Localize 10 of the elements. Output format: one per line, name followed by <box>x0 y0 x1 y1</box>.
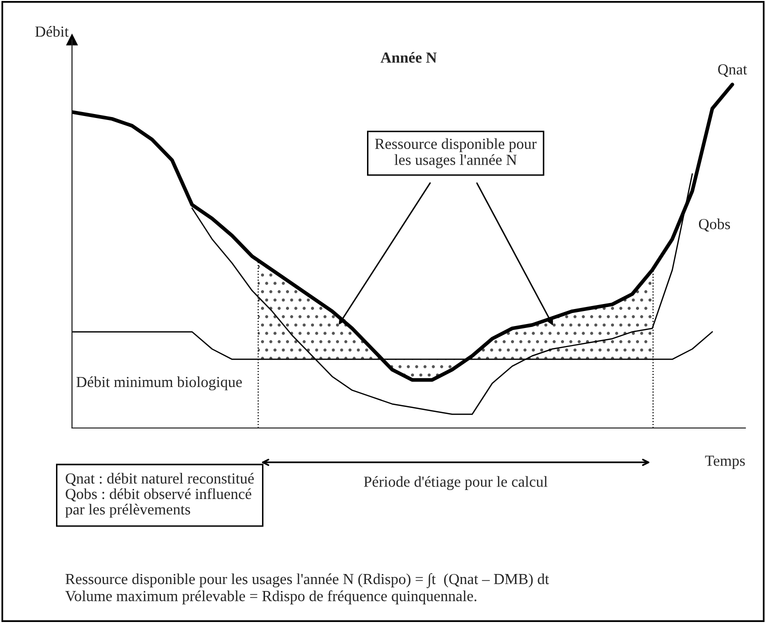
x-axis-title: Temps <box>705 456 745 470</box>
text: Période d'étiage pour le calcul <box>364 476 548 490</box>
text: Qnat : débit naturel reconstitué Qobs : débit observé influencé par les prélèvements <box>65 472 254 518</box>
y-axis-title: Débit <box>35 26 69 37</box>
text: Ressource disponible pour les usages l'année N (Rdispo) = ∫t (Qnat – DMB) dt Volume maximum prélevable = Rdispo de fréquence quinquennale. <box>65 573 550 604</box>
series-label: Qnat <box>718 64 748 77</box>
series-label: Débit minimum biologique <box>76 376 242 390</box>
annotation: Ressource disponible pour les usages l'année N <box>375 138 537 168</box>
chart-title: Année N <box>380 52 437 63</box>
series-label: Qobs <box>698 218 730 232</box>
